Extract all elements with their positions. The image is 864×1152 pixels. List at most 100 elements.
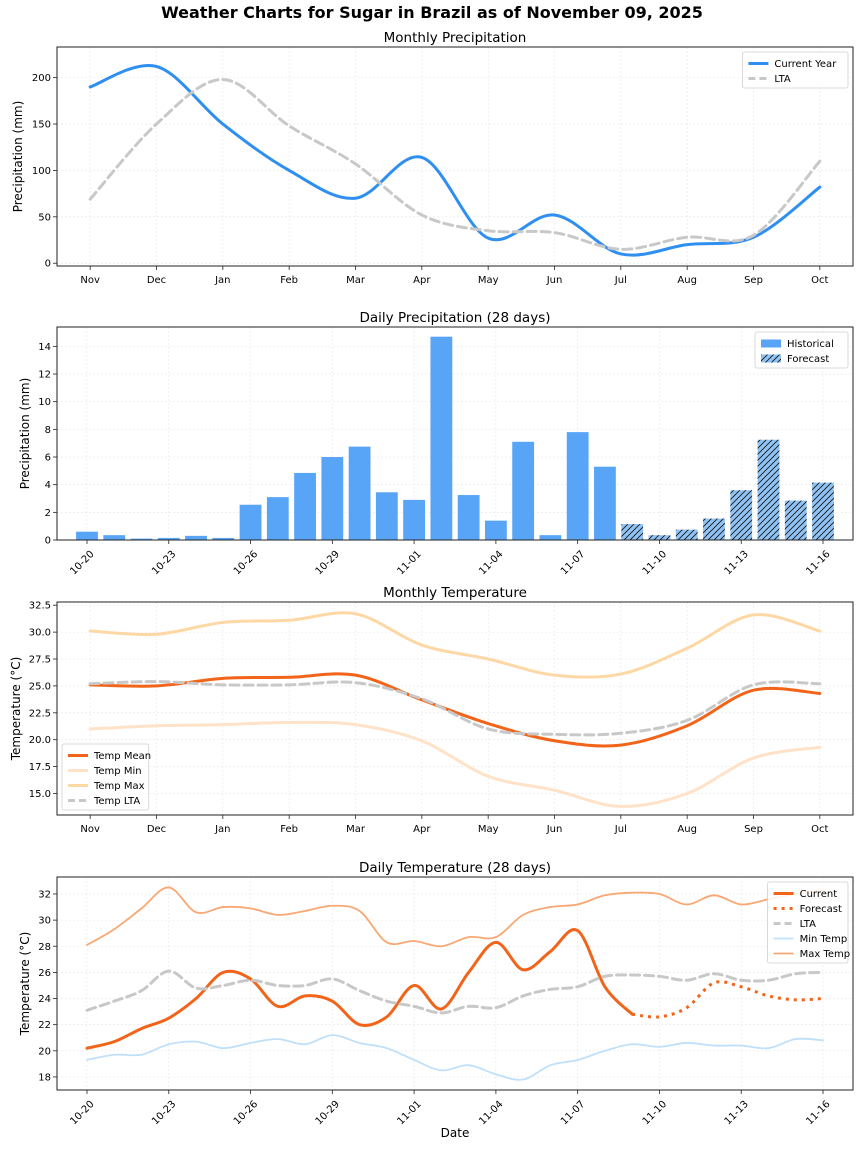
- x-tick-label: 11-10: [641, 1099, 669, 1127]
- x-tick-label: Apr: [413, 275, 431, 286]
- legend-item-temp-max: Temp Max: [68, 781, 145, 792]
- x-tick-label: Dec: [147, 275, 166, 286]
- legend-label: Forecast: [800, 904, 842, 915]
- legend-label: LTA: [774, 74, 791, 85]
- bar-historical: [484, 520, 507, 540]
- x-tick-label: Aug: [677, 824, 697, 835]
- x-tick-label: Jun: [546, 275, 563, 286]
- bar-historical: [157, 537, 180, 540]
- series-line-min-temp: [86, 1034, 824, 1081]
- y-tick-label: 200: [32, 73, 51, 84]
- legend-label: Temp Min: [93, 766, 142, 777]
- series-line-temp-min: [88, 720, 822, 808]
- legend-item-historical: Historical: [761, 339, 834, 350]
- monthly-temperature-chart: Monthly Temperature Nov Dec Jan Feb Mar Apr May…: [9, 585, 854, 835]
- legend-item-lta: LTA: [773, 919, 817, 930]
- x-tick-label: 10-26: [232, 1099, 260, 1127]
- y-tick-label: 20: [38, 1046, 51, 1057]
- legend-box: [767, 881, 849, 964]
- y-tick-label: 0: [45, 536, 51, 547]
- legend-item-temp-mean: Temp Mean: [68, 751, 151, 762]
- series-line-temp-mean: [88, 672, 822, 748]
- legend: Temp Mean Temp Min Temp Max Temp LTA: [61, 743, 151, 811]
- bar-historical: [294, 472, 316, 540]
- axes-frame: [56, 46, 854, 267]
- x-tick-label: Nov: [80, 824, 100, 835]
- x-tick-label: 11-16: [804, 1099, 832, 1127]
- bar-historical: [239, 504, 262, 540]
- y-tick-label: 8: [45, 425, 51, 436]
- series-line-lta: [88, 77, 822, 251]
- y-tick-label: 32.5: [29, 601, 51, 612]
- y-tick-label: 17.5: [29, 762, 51, 773]
- x-tick-label: Jan: [214, 275, 230, 286]
- y-tick-label: 27.5: [29, 655, 51, 666]
- bar-historical: [321, 457, 344, 540]
- x-tick-label: 10-20: [68, 549, 96, 577]
- legend-item-min-temp: Min Temp: [773, 934, 848, 945]
- x-tick-label: Oct: [811, 275, 828, 286]
- legend-label: Forecast: [787, 354, 829, 365]
- legend-label: Temp Max: [93, 781, 145, 792]
- y-tick-label: 26: [38, 968, 51, 979]
- y-tick-label: 22.5: [29, 708, 51, 719]
- legend-swatch: [761, 339, 781, 348]
- legend-item-forecast: Forecast: [761, 354, 829, 365]
- bar-forecast: [621, 524, 644, 540]
- bar-historical: [403, 499, 426, 540]
- x-tick-label: 11-04: [477, 1099, 505, 1127]
- bar-historical: [430, 336, 453, 540]
- x-tick-label: 11-13: [723, 549, 751, 577]
- legend-label: Current: [800, 889, 838, 900]
- axes-frame: [56, 326, 854, 541]
- daily-temperature-chart: Daily Temperature (28 days) 10-20 10-23 10-…: [18, 860, 854, 1140]
- chart-title: Monthly Precipitation: [384, 30, 527, 46]
- legend-label: Temp Mean: [93, 751, 151, 762]
- x-tick-label: Apr: [413, 824, 431, 835]
- x-tick-label: 10-23: [150, 1099, 178, 1127]
- bar-historical: [76, 531, 98, 540]
- series-line-temp-max: [88, 611, 822, 679]
- y-tick-label: 24: [38, 994, 51, 1005]
- y-tick-label: 150: [32, 120, 51, 131]
- legend-item-lta: LTA: [748, 74, 791, 85]
- x-tick-label: 11-04: [477, 549, 505, 577]
- series-line-current-year: [88, 63, 822, 257]
- bar-historical: [185, 535, 207, 540]
- x-tick-label: 10-23: [150, 549, 178, 577]
- chart-title: Daily Temperature (28 days): [359, 860, 551, 876]
- bar-historical: [375, 492, 398, 540]
- legend-label: Temp LTA: [93, 796, 140, 807]
- daily-precipitation-chart: Daily Precipitation (28 days) 10-20 10-23 1…: [18, 310, 854, 577]
- y-tick-label: 30.0: [29, 628, 51, 639]
- bar-forecast: [703, 518, 725, 540]
- chart-title: Monthly Temperature: [383, 585, 527, 601]
- legend-label: Max Temp: [800, 949, 851, 960]
- monthly-precipitation-chart: Monthly Precipitation Nov Dec Jan Feb Mar Apr M…: [11, 30, 854, 286]
- x-tick-label: 11-01: [395, 549, 423, 577]
- legend-item-temp-min: Temp Min: [68, 766, 142, 777]
- bar-forecast: [812, 482, 834, 540]
- x-tick-label: Jul: [614, 824, 627, 835]
- y-tick-label: 25.0: [29, 681, 51, 692]
- y-tick-label: 18: [38, 1072, 51, 1083]
- y-tick-label: 32: [38, 889, 51, 900]
- legend-label: Current Year: [774, 59, 837, 70]
- y-tick-label: 28: [38, 942, 51, 953]
- legend: Historical Forecast: [754, 331, 849, 369]
- legend-label: Min Temp: [800, 934, 848, 945]
- y-tick-label: 6: [45, 453, 51, 464]
- bar-historical: [566, 432, 589, 540]
- bar-forecast: [648, 535, 671, 540]
- y-tick-label: 12: [38, 370, 51, 381]
- bar-historical: [594, 466, 616, 540]
- y-axis-title: Temperature (°C): [18, 932, 32, 1037]
- y-tick-label: 4: [45, 480, 51, 491]
- bar-forecast: [757, 439, 780, 540]
- x-tick-label: 11-01: [395, 1099, 423, 1127]
- x-tick-label: Sep: [744, 275, 763, 286]
- bar-forecast: [730, 490, 753, 540]
- bar-historical: [539, 535, 562, 540]
- legend-label: LTA: [800, 919, 817, 930]
